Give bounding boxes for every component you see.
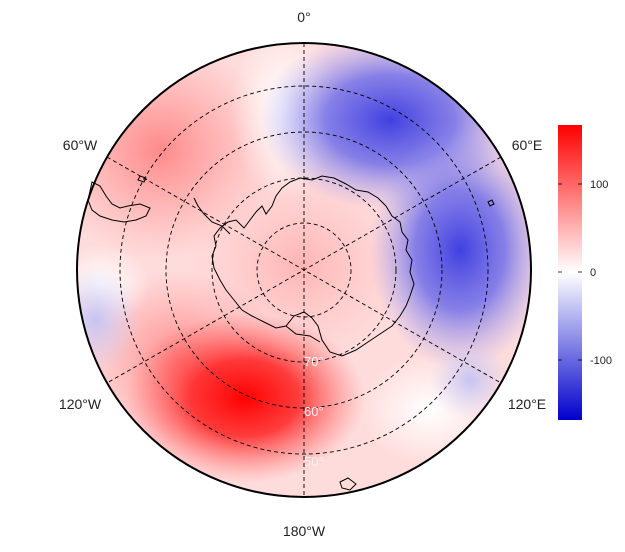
- south-america-tip: [87, 181, 151, 223]
- antarctica-coastline: [211, 175, 415, 357]
- new-zealand-islands: [339, 477, 357, 491]
- longitude-label-60w: 60°W: [63, 137, 98, 153]
- blue-anomaly-bottom-right: [430, 340, 510, 420]
- longitude-label-120e: 120°E: [508, 396, 546, 412]
- longitude-label-180w: 180°W: [283, 523, 326, 539]
- longitude-label-60e: 60°E: [512, 137, 543, 153]
- longitude-label-120w: 120°W: [59, 396, 102, 412]
- coastlines: [87, 175, 495, 491]
- red-anomaly-max: [125, 313, 365, 483]
- blue-anomaly-right: [370, 130, 531, 370]
- colorbar: 100 0 -100: [558, 125, 612, 420]
- ross-ice-shelf: [285, 325, 321, 343]
- latitude-circle-60: [165, 131, 443, 409]
- longitude-label-0: 0°: [297, 9, 310, 25]
- field-shading: [77, 43, 531, 497]
- latitude-label-50: 50°: [304, 454, 324, 469]
- latitude-circle-50: [119, 85, 489, 455]
- latitude-label-70: 70°: [304, 354, 324, 369]
- kerguelen-island: [487, 199, 495, 207]
- latitude-label-60: 60°: [304, 404, 324, 419]
- graticule: [106, 43, 502, 497]
- antarctic-peninsula: [193, 197, 231, 235]
- meridian-60e-120w: [106, 156, 502, 384]
- blue-anomaly-left-edge: [77, 265, 140, 375]
- colorbar-label-minus100: -100: [590, 355, 612, 367]
- colorbar-label-0: 0: [590, 267, 596, 279]
- map-outline: [76, 42, 532, 498]
- latitude-circle-70: [211, 177, 397, 363]
- colorbar-gradient: [558, 125, 582, 420]
- falklands: [137, 175, 147, 183]
- colorbar-label-100: 100: [590, 179, 608, 191]
